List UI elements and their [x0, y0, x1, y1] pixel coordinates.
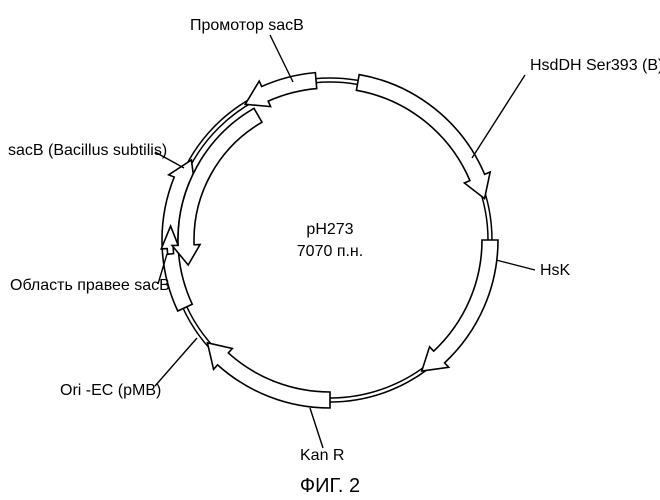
segment-kanr	[207, 343, 330, 408]
leader-hsdh	[472, 75, 525, 158]
label-sacB: sacB (Bacillus subtilis)	[8, 142, 167, 159]
segment-hsdh	[356, 75, 490, 199]
leader-ori	[155, 338, 197, 386]
segment-psacB	[245, 73, 317, 107]
label-hsk: HsK	[540, 262, 571, 279]
label-hsdh: HsdDH Ser393 (B)	[530, 57, 660, 74]
plasmid-size: 7070 п.н.	[297, 243, 363, 260]
leader-kanr	[310, 408, 323, 448]
label-ori: Ori -EC (pMB)	[60, 382, 161, 399]
leader-psacB	[270, 35, 293, 82]
segment-hsk	[422, 240, 498, 371]
plasmid-name: pH273	[306, 221, 353, 238]
leader-hsk	[496, 260, 535, 270]
figure-caption: ФИГ. 2	[300, 475, 360, 497]
label-psacB: Промотор sacB	[190, 17, 304, 34]
label-kanr: Kan R	[300, 447, 344, 464]
label-sacBr: Область правее sacB	[10, 277, 170, 294]
